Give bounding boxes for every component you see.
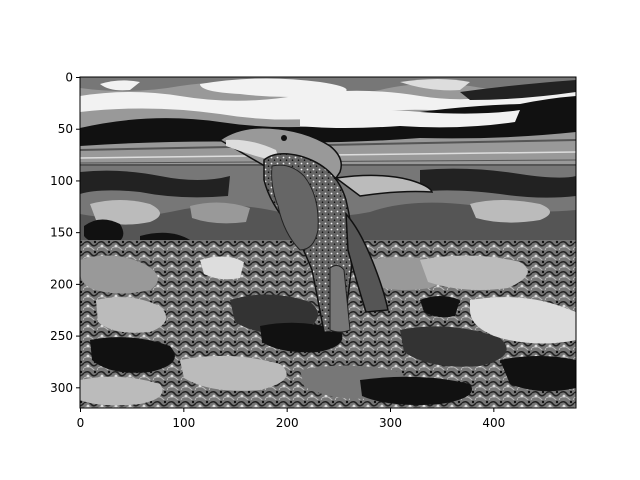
y-tick-label: 0 (65, 71, 73, 85)
y-axis: 0 50 100 150 200 250 300 (50, 71, 80, 395)
y-tick-label: 200 (50, 277, 73, 291)
x-tick-label: 100 (172, 416, 195, 430)
x-tick-label: 300 (379, 416, 402, 430)
axes-frame (79, 76, 577, 409)
x-tick-label: 0 (77, 416, 85, 430)
x-tick-label: 200 (276, 416, 299, 430)
x-tick-label: 400 (482, 416, 505, 430)
y-tick-label: 50 (58, 122, 73, 136)
heatmap-image (80, 77, 576, 408)
y-tick-label: 250 (50, 329, 73, 343)
x-axis: 0 100 200 300 400 (77, 408, 505, 430)
y-tick-label: 300 (50, 381, 73, 395)
y-tick-label: 150 (50, 226, 73, 240)
y-tick-label: 100 (50, 174, 73, 188)
